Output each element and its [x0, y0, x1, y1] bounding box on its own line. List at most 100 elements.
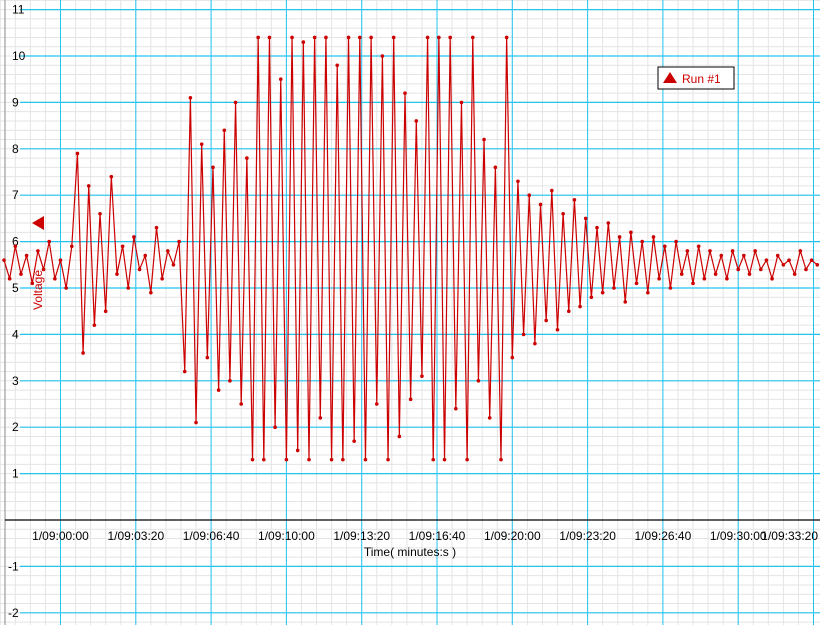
x-tick-labels: 1/09:00:00 1/09:03:20 1/09:06:40 1/09:10:00… [32, 529, 818, 543]
data-point [572, 198, 577, 202]
data-point [606, 221, 611, 225]
data-point [685, 249, 690, 253]
data-point [533, 341, 537, 346]
data-point [583, 216, 588, 221]
data-point [92, 323, 97, 327]
data-point [408, 397, 413, 402]
data-point [742, 253, 746, 258]
data-point [98, 211, 102, 216]
x-tick-label: 1/09:16:40 [409, 529, 466, 543]
data-point [380, 54, 385, 58]
x-tick-label: 1/09:13:20 [333, 529, 390, 543]
x-tick-label: 1/09:20:00 [484, 529, 541, 543]
data-point [81, 351, 85, 355]
data-point [555, 327, 560, 332]
data-point [7, 276, 12, 281]
data-point [775, 253, 780, 258]
data-point [798, 249, 803, 253]
x-tick-label: 1/09:26:40 [635, 529, 692, 543]
data-point [431, 457, 436, 462]
x-tick-label: 1/09:33:20 [761, 529, 818, 543]
data-point [612, 286, 616, 290]
data-point [815, 263, 820, 267]
data-point [566, 309, 571, 314]
data-point [809, 258, 814, 262]
data-point [465, 457, 469, 462]
data-point [713, 272, 718, 276]
y-tick-label: 2 [12, 420, 19, 434]
data-point [538, 202, 543, 207]
data-point [617, 235, 622, 239]
data-point [403, 91, 407, 95]
data-point [662, 244, 667, 249]
data-point [295, 448, 300, 453]
data-point [301, 40, 306, 44]
triangle-up-icon [663, 72, 677, 83]
data-point [651, 235, 656, 239]
data-point [702, 276, 707, 281]
data-point [459, 100, 464, 105]
data-point [188, 95, 193, 100]
major-grid [20, 0, 820, 625]
data-point [64, 286, 68, 290]
data-point [730, 249, 735, 253]
data-point [600, 290, 605, 295]
data-point [561, 211, 565, 216]
data-point [69, 244, 74, 249]
data-point [679, 272, 684, 276]
legend[interactable]: Run #1 [657, 66, 735, 90]
data-point [324, 35, 328, 40]
data-point [747, 272, 752, 276]
y-tick-label: 4 [12, 327, 19, 341]
data-point [578, 304, 582, 309]
data-point [154, 225, 159, 230]
data-point [273, 425, 277, 430]
data-point [290, 35, 294, 40]
data-point [335, 63, 340, 68]
data-point [358, 35, 362, 40]
data-point [454, 406, 458, 411]
data-point [143, 253, 148, 258]
data-point [448, 35, 452, 40]
y-axis-label: Voltage [31, 270, 45, 310]
legend-label: Run #1 [682, 72, 721, 86]
data-point [781, 263, 786, 267]
y-tick-labels: -2 -1 1 2 3 4 5 6 7 8 9 10 11 [8, 3, 26, 620]
data-point [792, 272, 797, 276]
data-point [126, 286, 131, 290]
x-tick-label: 1/09:00:00 [32, 529, 89, 543]
data-point [493, 165, 498, 170]
data-point [657, 276, 661, 281]
data-point [24, 253, 29, 258]
data-point [182, 369, 187, 374]
data-point [222, 128, 227, 133]
data-point [736, 267, 740, 272]
data-point [708, 249, 712, 253]
data-point [199, 142, 204, 146]
data-point [414, 119, 419, 123]
data-point [764, 258, 769, 262]
data-point [86, 184, 91, 188]
y-tick-label: 9 [12, 95, 19, 109]
data-point [527, 193, 532, 197]
series-run-1 [2, 35, 820, 462]
data-point [510, 355, 515, 360]
data-point [19, 272, 23, 276]
data-point [386, 457, 390, 462]
data-point [239, 402, 244, 406]
data-point [166, 249, 170, 253]
y-tick-label: 6 [12, 235, 19, 249]
data-point [262, 457, 266, 462]
data-point [58, 258, 63, 262]
data-point [374, 402, 379, 406]
data-point [250, 457, 255, 462]
data-point [228, 379, 232, 383]
data-point [437, 35, 441, 40]
data-point [211, 165, 215, 170]
data-point [278, 77, 283, 81]
x-tick-label: 1/09:10:00 [258, 529, 315, 543]
data-point [177, 239, 181, 244]
data-point [397, 434, 402, 439]
data-point [341, 457, 345, 462]
